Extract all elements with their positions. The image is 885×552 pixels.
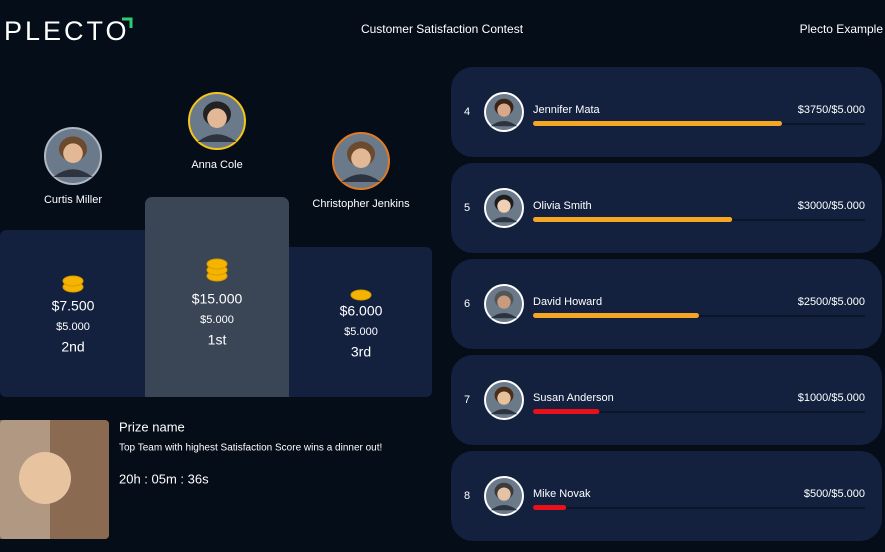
avatar-body [490, 313, 518, 319]
leaderboard-row [451, 355, 882, 445]
progress-bar [533, 217, 733, 222]
avatar-face [497, 199, 511, 213]
account-name[interactable]: Plecto Example [800, 22, 884, 36]
prize-heading: Prize name [119, 419, 185, 434]
avatar-face [63, 143, 83, 163]
place: 1st [208, 332, 227, 348]
contestant-name: Jennifer Mata [533, 104, 601, 116]
avatar-body [490, 505, 518, 511]
avatar-face [207, 108, 227, 128]
contestant-name: David Howard [533, 296, 602, 308]
avatar-face [497, 391, 511, 405]
prize-photo-detail [19, 452, 71, 504]
rank: 8 [464, 490, 470, 502]
avatar-body [490, 409, 518, 415]
prize-amount: $6.000 [340, 303, 383, 319]
avatar-face [497, 103, 511, 117]
avatar-body [53, 169, 93, 177]
progress-bar [533, 409, 600, 414]
avatar-face [497, 487, 511, 501]
contestant-name: Anna Cole [191, 159, 242, 171]
contest-title: Customer Satisfaction Contest [361, 22, 524, 36]
prize-target: $5.000 [56, 321, 90, 333]
prize-description: Top Team with highest Satisfaction Score… [119, 443, 382, 454]
place: 3rd [351, 344, 371, 360]
prize-amount: $7.500 [52, 298, 95, 314]
contestant-name: Susan Anderson [533, 392, 614, 404]
coin-icon [206, 258, 228, 270]
prize-target: $5.000 [344, 326, 378, 338]
contestant-name: Mike Novak [533, 488, 591, 500]
podium-block [275, 247, 432, 397]
score: $500/$5.000 [804, 488, 865, 500]
score: $3750/$5.000 [798, 104, 865, 116]
avatar-body [490, 121, 518, 127]
logo: PLECTO [4, 16, 130, 46]
avatar-body [197, 134, 237, 142]
rank: 5 [464, 202, 470, 214]
progress-bar [533, 121, 782, 126]
contestant-name: Curtis Miller [44, 194, 102, 206]
avatar-face [497, 295, 511, 309]
leaderboard-row [451, 451, 882, 541]
leaderboard-row [451, 163, 882, 253]
prize-amount: $15.000 [192, 291, 243, 307]
coin-icon [350, 289, 372, 301]
avatar-face [351, 148, 371, 168]
countdown: 20h : 05m : 36s [119, 471, 209, 486]
contestant-name: Olivia Smith [533, 200, 592, 212]
score: $2500/$5.000 [798, 296, 865, 308]
logo-accent [122, 17, 133, 28]
leaderboard-row [451, 259, 882, 349]
score: $1000/$5.000 [798, 392, 865, 404]
score: $3000/$5.000 [798, 200, 865, 212]
progress-bar [533, 313, 699, 318]
contestant-name: Christopher Jenkins [312, 198, 410, 210]
rank: 6 [464, 298, 470, 310]
avatar-body [341, 174, 381, 182]
rank: 4 [464, 106, 470, 118]
leaderboard-row [451, 67, 882, 157]
avatar-body [490, 217, 518, 223]
place: 2nd [61, 339, 84, 355]
podium-block [0, 230, 160, 397]
progress-bar [533, 505, 567, 510]
rank: 7 [464, 394, 470, 406]
coin-icon [62, 275, 84, 287]
podium-block [145, 197, 289, 397]
prize-target: $5.000 [200, 314, 234, 326]
